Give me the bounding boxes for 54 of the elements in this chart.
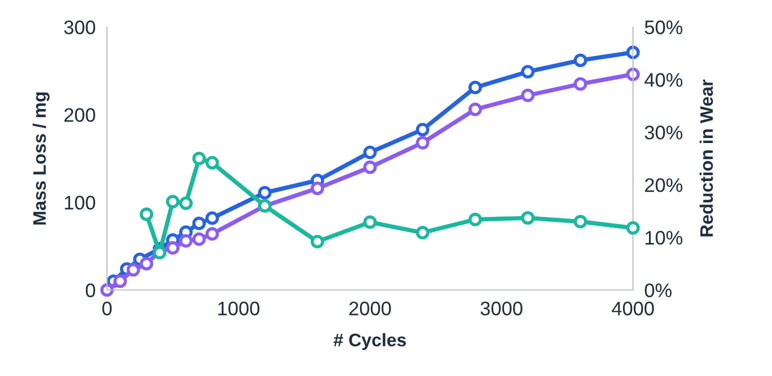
point xyxy=(363,146,377,160)
point xyxy=(416,226,430,240)
y2-tick-label: 20% xyxy=(645,178,682,192)
y2-tick-label: 50% xyxy=(644,20,682,34)
y2-axis-title: Reduction in Wear xyxy=(700,80,713,236)
point xyxy=(100,283,114,297)
point xyxy=(626,68,640,82)
point xyxy=(205,156,219,170)
point xyxy=(205,227,219,241)
point xyxy=(192,216,206,230)
point xyxy=(363,215,377,229)
point xyxy=(363,160,377,174)
y2-tick-label: 10% xyxy=(646,230,682,245)
point xyxy=(574,214,588,228)
point xyxy=(468,212,482,226)
x-axis-title: # Cycles xyxy=(334,333,406,350)
y-tick-label: 300 xyxy=(64,20,96,34)
point xyxy=(140,208,154,221)
y2-tick-label: 0% xyxy=(644,283,672,298)
x-tick-label: 0 xyxy=(102,302,112,316)
point xyxy=(626,221,640,235)
x-tick-label: 3000 xyxy=(480,302,522,316)
y2-tick-label: 30% xyxy=(644,126,682,140)
y-axis-title: Mass Loss / mg xyxy=(32,92,50,225)
point xyxy=(179,196,193,210)
y-tick-label: 100 xyxy=(64,196,96,210)
point xyxy=(521,64,535,78)
point xyxy=(166,194,180,208)
point xyxy=(310,182,324,196)
point xyxy=(468,102,482,116)
point xyxy=(468,80,482,94)
point xyxy=(166,241,180,255)
point xyxy=(205,211,219,225)
point xyxy=(192,232,206,246)
point xyxy=(113,274,127,288)
point xyxy=(416,122,430,136)
y2-tick-label: 40% xyxy=(644,73,682,87)
point xyxy=(521,211,535,225)
point xyxy=(521,88,535,102)
y-tick-label: 200 xyxy=(64,108,96,122)
point xyxy=(192,152,206,166)
point xyxy=(126,263,140,277)
point xyxy=(258,186,272,200)
x-tick-label: 1000 xyxy=(218,302,260,316)
point xyxy=(310,234,324,248)
point xyxy=(626,46,640,60)
x-tick-label: 2000 xyxy=(349,302,391,316)
point xyxy=(416,136,430,150)
point xyxy=(179,234,193,248)
point xyxy=(574,54,588,68)
x-tick-label: 4000 xyxy=(612,302,654,316)
y-tick-label: 0 xyxy=(86,283,96,298)
point xyxy=(574,77,588,91)
point xyxy=(140,256,154,270)
